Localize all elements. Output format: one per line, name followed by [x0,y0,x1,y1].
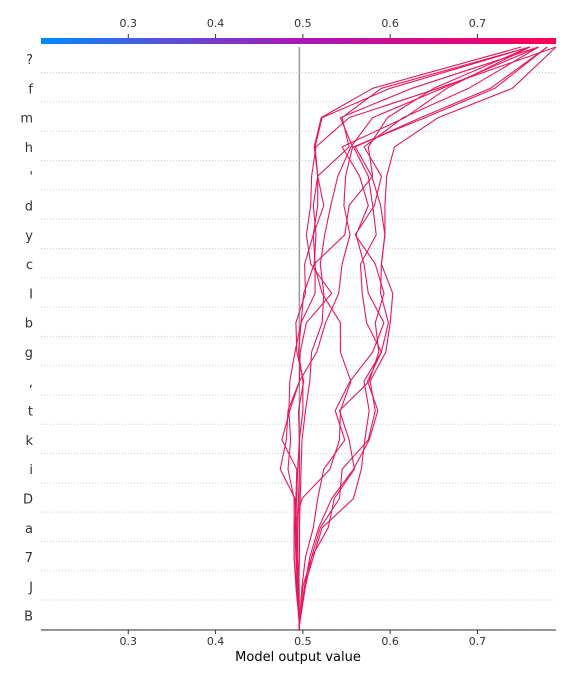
feature-label: h [25,141,33,156]
feature-label: 7 [25,551,33,566]
x-tick-label: 0.6 [381,635,399,648]
feature-label: c [26,258,33,273]
feature-label: b [25,317,33,332]
feature-gridlines [41,72,556,630]
x-tick-label: 0.3 [120,635,138,648]
decision-line [297,46,530,630]
decision-line [297,46,539,630]
feature-label: i [29,463,33,478]
decision-line [298,46,539,630]
x-tick-label: 0.5 [294,635,312,648]
colorbar-tick-label: 0.7 [469,17,487,30]
feature-label: D [23,493,33,508]
feature-label: B [24,610,33,625]
x-tick-label: 0.7 [469,635,487,648]
feature-label: m [20,112,33,127]
colorbar-tick-label: 0.5 [294,17,312,30]
feature-label: a [25,522,33,537]
feature-label: , [29,375,33,390]
decision-line [298,46,557,630]
decision-line [287,46,530,630]
decision-lines [279,46,557,630]
feature-label: ' [29,170,33,185]
feature-label: k [25,434,33,449]
feature-label: t [28,405,33,420]
feature-label: d [25,200,33,215]
x-tick-label: 0.4 [207,635,225,648]
feature-label: g [25,346,33,361]
decision-line [298,46,548,630]
decision-line [298,46,531,630]
colorbar-tick-label: 0.6 [381,17,399,30]
feature-label: I [29,287,33,302]
feature-label: J [28,580,33,595]
feature-label: y [25,229,33,244]
colorbar-gradient [41,38,556,44]
decision-line [281,46,539,630]
decision-line [298,46,548,630]
x-axis-title: Model output value [235,650,361,665]
colorbar: 0.3 0.4 0.5 0.6 0.7 [41,17,556,44]
colorbar-tick-label: 0.4 [207,17,225,30]
x-axis: 0.3 0.4 0.5 0.6 0.7 [41,629,556,648]
decision-line [279,46,557,630]
feature-label: f [28,82,33,97]
colorbar-tick-label: 0.3 [120,17,138,30]
feature-label: ? [26,53,33,68]
